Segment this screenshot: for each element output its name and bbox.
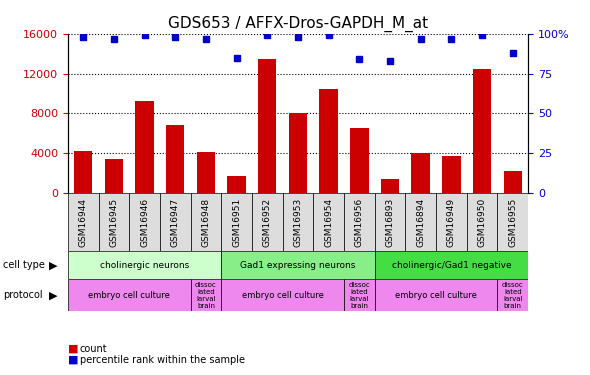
Text: GSM16944: GSM16944 xyxy=(78,198,88,247)
Text: dissoc
iated
larval
brain: dissoc iated larval brain xyxy=(195,282,217,309)
Bar xyxy=(375,193,405,251)
Text: count: count xyxy=(80,344,107,354)
Bar xyxy=(135,102,154,193)
Text: GSM16945: GSM16945 xyxy=(109,198,119,247)
Bar xyxy=(104,159,123,193)
Bar xyxy=(227,176,246,193)
Bar xyxy=(289,113,307,193)
Bar xyxy=(350,128,369,193)
Text: GSM16949: GSM16949 xyxy=(447,198,456,247)
Bar xyxy=(319,88,338,193)
Bar xyxy=(503,171,522,193)
Text: embryo cell culture: embryo cell culture xyxy=(242,291,323,300)
Bar xyxy=(160,193,191,251)
Bar xyxy=(473,69,491,193)
Text: cholinergic/Gad1 negative: cholinergic/Gad1 negative xyxy=(392,261,511,270)
Bar xyxy=(283,193,313,251)
Bar xyxy=(405,193,436,251)
Bar xyxy=(411,153,430,193)
Bar xyxy=(99,193,129,251)
Text: embryo cell culture: embryo cell culture xyxy=(395,291,477,300)
Bar xyxy=(166,125,185,193)
Bar xyxy=(442,156,461,193)
Bar xyxy=(258,58,277,193)
Text: Gad1 expressing neurons: Gad1 expressing neurons xyxy=(240,261,356,270)
Bar xyxy=(68,279,191,311)
Bar xyxy=(221,251,375,279)
Bar xyxy=(68,251,221,279)
Bar xyxy=(196,152,215,193)
Text: GSM16893: GSM16893 xyxy=(385,198,395,247)
Bar xyxy=(68,193,99,251)
Bar xyxy=(221,279,344,311)
Bar xyxy=(74,151,93,193)
Text: percentile rank within the sample: percentile rank within the sample xyxy=(80,355,245,365)
Text: GSM16946: GSM16946 xyxy=(140,198,149,247)
Bar xyxy=(129,193,160,251)
Bar xyxy=(375,251,528,279)
Bar xyxy=(375,279,497,311)
Text: GSM16954: GSM16954 xyxy=(324,198,333,247)
Bar xyxy=(191,193,221,251)
Text: GSM16956: GSM16956 xyxy=(355,198,364,247)
Text: embryo cell culture: embryo cell culture xyxy=(88,291,170,300)
Text: ■: ■ xyxy=(68,344,78,354)
Text: GSM16894: GSM16894 xyxy=(416,198,425,247)
Text: GSM16955: GSM16955 xyxy=(508,198,517,247)
Text: cell type: cell type xyxy=(3,260,45,270)
Bar xyxy=(497,193,528,251)
Title: GDS653 / AFFX-Dros-GAPDH_M_at: GDS653 / AFFX-Dros-GAPDH_M_at xyxy=(168,16,428,32)
Text: ▶: ▶ xyxy=(49,260,57,270)
Text: protocol: protocol xyxy=(3,290,42,300)
Text: GSM16952: GSM16952 xyxy=(263,198,272,247)
Bar xyxy=(313,193,344,251)
Text: ▶: ▶ xyxy=(49,290,57,300)
Bar xyxy=(344,193,375,251)
Text: ■: ■ xyxy=(68,355,78,365)
Bar xyxy=(467,193,497,251)
Bar xyxy=(344,279,375,311)
Text: dissoc
iated
larval
brain: dissoc iated larval brain xyxy=(502,282,523,309)
Text: GSM16947: GSM16947 xyxy=(171,198,180,247)
Bar xyxy=(381,179,399,193)
Bar xyxy=(436,193,467,251)
Text: cholinergic neurons: cholinergic neurons xyxy=(100,261,189,270)
Bar xyxy=(221,193,252,251)
Text: GSM16948: GSM16948 xyxy=(201,198,211,247)
Bar xyxy=(191,279,221,311)
Bar xyxy=(497,279,528,311)
Text: GSM16953: GSM16953 xyxy=(293,198,303,247)
Text: GSM16950: GSM16950 xyxy=(477,198,487,247)
Text: GSM16951: GSM16951 xyxy=(232,198,241,247)
Bar xyxy=(252,193,283,251)
Text: dissoc
iated
larval
brain: dissoc iated larval brain xyxy=(349,282,370,309)
